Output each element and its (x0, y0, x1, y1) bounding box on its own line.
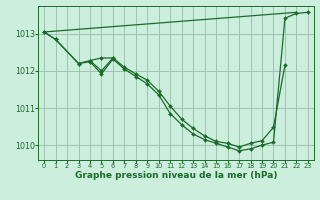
X-axis label: Graphe pression niveau de la mer (hPa): Graphe pression niveau de la mer (hPa) (75, 171, 277, 180)
